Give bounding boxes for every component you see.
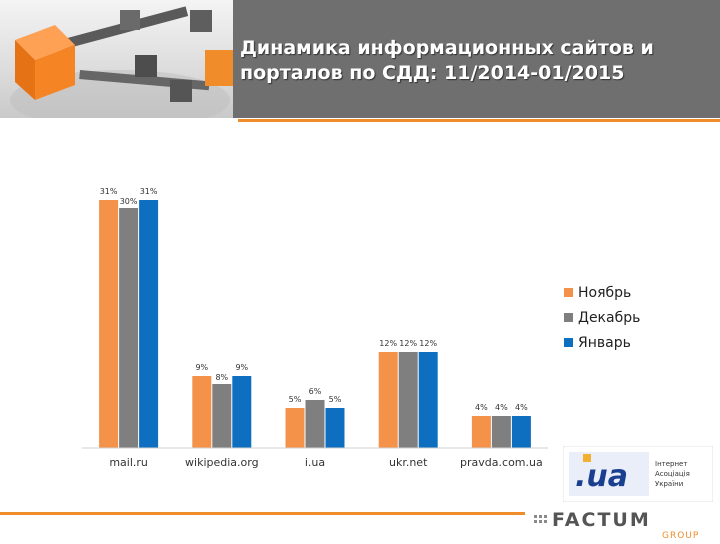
chart-legend: Ноябрь Декабрь Январь	[564, 280, 640, 355]
cube-illustration	[10, 6, 230, 118]
header-illustration	[0, 0, 233, 118]
uia-text-3: України	[655, 480, 683, 488]
title-line-1: Динамика информационных сайтов и	[240, 37, 654, 59]
header-underline	[238, 119, 720, 122]
bar-wikipedia-org-0	[192, 376, 212, 448]
title-line-2: порталов по СДД: 11/2014-01/2015	[240, 62, 625, 84]
bar-mail-ru-2	[139, 200, 159, 448]
data-label-mail-ru-0: 31%	[100, 187, 118, 196]
data-label-ukr-net-0: 12%	[379, 339, 397, 348]
data-label-mail-ru-1: 30%	[120, 197, 138, 206]
factum-text: FACTUM	[552, 509, 651, 531]
legend-label-november: Ноябрь	[578, 284, 632, 301]
data-label-i-ua-0: 5%	[289, 395, 302, 404]
data-label-pravda-com-ua-1: 4%	[495, 403, 508, 412]
data-label-ukr-net-2: 12%	[419, 339, 437, 348]
data-label-ukr-net-1: 12%	[399, 339, 417, 348]
bar-i-ua-0	[285, 408, 305, 448]
factum-logo: FACTUM GROUP	[532, 505, 720, 541]
data-label-pravda-com-ua-2: 4%	[515, 403, 528, 412]
legend-swatch-november	[564, 288, 573, 297]
data-label-i-ua-1: 6%	[309, 387, 322, 396]
legend-swatch-january	[564, 338, 573, 347]
bar-ukr-net-2	[418, 352, 438, 448]
data-label-wikipedia-org-0: 9%	[195, 363, 208, 372]
legend-item-december: Декабрь	[564, 305, 640, 330]
bar-mail-ru-1	[119, 208, 139, 448]
uia-text-1: Інтернет	[655, 460, 687, 468]
data-label-mail-ru-2: 31%	[140, 187, 158, 196]
header-bar: Динамика информационных сайтов и портало…	[0, 0, 720, 118]
bar-wikipedia-org-1	[212, 384, 232, 448]
uia-logo: .ua Інтернет Асоціація України	[562, 445, 714, 503]
page-title: Динамика информационных сайтов и портало…	[240, 36, 710, 86]
legend-swatch-december	[564, 313, 573, 322]
data-label-pravda-com-ua-0: 4%	[475, 403, 488, 412]
svg-text:.ua: .ua	[575, 459, 628, 494]
legend-item-january: Январь	[564, 330, 640, 355]
bar-pravda-com-ua-1	[491, 416, 511, 448]
bar-wikipedia-org-2	[232, 376, 252, 448]
bar-i-ua-2	[325, 408, 345, 448]
bar-mail-ru-0	[99, 200, 119, 448]
legend-item-november: Ноябрь	[564, 280, 640, 305]
bar-pravda-com-ua-2	[511, 416, 531, 448]
header-accent	[205, 50, 233, 86]
data-label-i-ua-2: 5%	[329, 395, 342, 404]
legend-label-december: Декабрь	[578, 309, 641, 326]
bar-pravda-com-ua-0	[471, 416, 491, 448]
x-tick-label-wikipedia-org: wikipedia.org	[185, 456, 259, 469]
uia-logo-graphic: .ua Інтернет Асоціація України	[562, 445, 714, 503]
bar-i-ua-1	[305, 400, 325, 448]
data-label-wikipedia-org-2: 9%	[235, 363, 248, 372]
footer-line	[0, 512, 525, 515]
factum-logo-graphic: FACTUM GROUP	[534, 509, 699, 541]
x-tick-label-mail-ru: mail.ru	[109, 456, 148, 469]
x-tick-label-pravda-com-ua: pravda.com.ua	[460, 456, 543, 469]
bar-ukr-net-0	[378, 352, 398, 448]
x-tick-label-i-ua: i.ua	[305, 456, 325, 469]
bar-ukr-net-1	[398, 352, 418, 448]
x-tick-label-ukr-net: ukr.net	[389, 456, 428, 469]
legend-label-january: Январь	[578, 334, 631, 351]
factum-sub-text: GROUP	[662, 531, 699, 540]
data-label-wikipedia-org-1: 8%	[215, 373, 228, 382]
uia-text-2: Асоціація	[655, 470, 690, 478]
